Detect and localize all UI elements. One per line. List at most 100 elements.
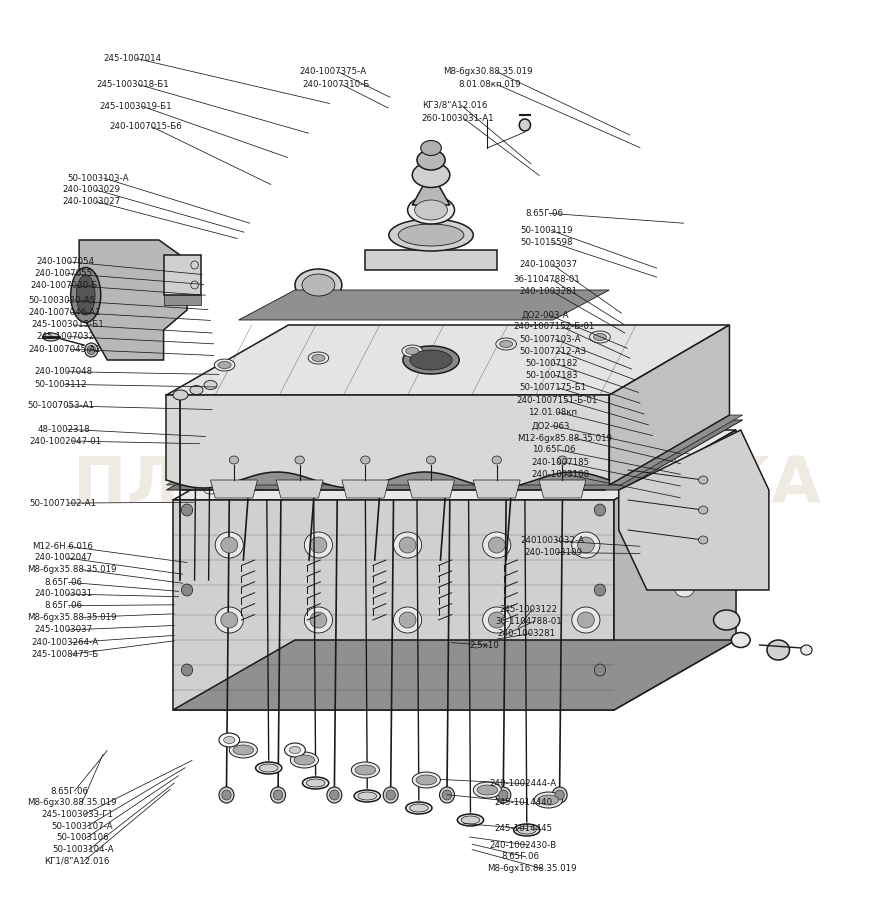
Text: 240-1007185: 240-1007185 (532, 458, 590, 467)
Text: 50-1007103-А: 50-1007103-А (519, 335, 581, 344)
Ellipse shape (215, 359, 235, 371)
Ellipse shape (429, 470, 443, 478)
Text: 8.65Г.06: 8.65Г.06 (45, 578, 82, 587)
Text: 240-1003281: 240-1003281 (497, 629, 555, 638)
Ellipse shape (442, 437, 477, 453)
Text: 240-1007310-Б: 240-1007310-Б (303, 80, 370, 89)
Ellipse shape (399, 612, 416, 628)
Ellipse shape (294, 755, 315, 765)
Ellipse shape (399, 537, 416, 553)
Text: 240-1007152-Б-01: 240-1007152-Б-01 (513, 322, 595, 331)
Ellipse shape (384, 787, 398, 803)
Ellipse shape (330, 790, 339, 800)
Ellipse shape (393, 607, 422, 633)
Polygon shape (239, 290, 610, 320)
Ellipse shape (536, 428, 571, 443)
Text: 240-1007054: 240-1007054 (36, 257, 94, 266)
Ellipse shape (310, 612, 327, 628)
Ellipse shape (295, 456, 304, 464)
Ellipse shape (801, 645, 812, 655)
Ellipse shape (190, 261, 198, 269)
Text: 240-1007375-А: 240-1007375-А (299, 68, 367, 76)
Ellipse shape (713, 610, 740, 630)
Ellipse shape (434, 434, 485, 456)
Ellipse shape (578, 537, 595, 553)
Ellipse shape (254, 457, 290, 472)
Ellipse shape (393, 532, 422, 558)
Text: 2,5x10: 2,5x10 (469, 641, 500, 650)
Ellipse shape (181, 584, 193, 596)
Text: 8.65Г.06: 8.65Г.06 (502, 852, 540, 861)
Text: 10.65Г.06: 10.65Г.06 (532, 446, 575, 454)
Ellipse shape (190, 281, 198, 289)
Text: 240-1003027: 240-1003027 (63, 197, 121, 206)
Ellipse shape (348, 447, 384, 463)
Ellipse shape (327, 787, 342, 803)
Text: 245-1003033-Г1: 245-1003033-Г1 (42, 810, 114, 819)
Ellipse shape (304, 532, 333, 558)
Text: 240-1007045-А2: 240-1007045-А2 (29, 345, 101, 354)
Text: 245-1008475-Б: 245-1008475-Б (31, 650, 99, 659)
Ellipse shape (389, 219, 473, 251)
Polygon shape (166, 420, 743, 490)
Text: ПЛАНЕТА ЖЕХНИКА: ПЛАНЕТА ЖЕХНИКА (73, 454, 821, 516)
Ellipse shape (675, 453, 694, 467)
Polygon shape (408, 480, 454, 498)
Ellipse shape (221, 537, 238, 553)
Ellipse shape (259, 764, 278, 772)
Polygon shape (610, 325, 730, 485)
Ellipse shape (572, 532, 600, 558)
Text: 50-1003112: 50-1003112 (34, 380, 87, 389)
Ellipse shape (291, 752, 318, 768)
Text: 50-1007175-Б1: 50-1007175-Б1 (519, 383, 586, 392)
Ellipse shape (492, 456, 502, 464)
Ellipse shape (410, 350, 452, 370)
Ellipse shape (698, 536, 708, 544)
Ellipse shape (485, 466, 499, 474)
Polygon shape (473, 480, 520, 498)
Ellipse shape (443, 790, 451, 800)
Text: 50-1007102-А1: 50-1007102-А1 (30, 499, 97, 508)
Ellipse shape (731, 633, 750, 647)
Text: 240-1007151-Б-01: 240-1007151-Б-01 (517, 396, 598, 405)
Text: М12-6gx85.88.35.019: М12-6gx85.88.35.019 (518, 434, 612, 443)
Text: 245-1003019-Б1: 245-1003019-Б1 (99, 102, 173, 111)
Ellipse shape (406, 347, 419, 355)
Polygon shape (166, 415, 743, 485)
Text: 50-1003106: 50-1003106 (56, 833, 109, 842)
Ellipse shape (426, 456, 435, 464)
Text: 8.65Г.06: 8.65Г.06 (45, 601, 82, 610)
Ellipse shape (594, 334, 606, 340)
Text: 240-1003037: 240-1003037 (519, 260, 578, 269)
Polygon shape (173, 640, 736, 710)
Text: 240-1003108: 240-1003108 (532, 470, 590, 479)
Ellipse shape (302, 777, 329, 789)
Text: 50-1007053-А1: 50-1007053-А1 (28, 401, 95, 410)
Ellipse shape (310, 537, 327, 553)
Ellipse shape (302, 274, 335, 296)
Text: 240-1007046-А1: 240-1007046-А1 (29, 308, 101, 317)
Polygon shape (342, 480, 389, 498)
Text: 240-1007015-Б6: 240-1007015-Б6 (110, 122, 182, 131)
Polygon shape (366, 250, 497, 270)
Ellipse shape (398, 224, 464, 246)
Polygon shape (173, 430, 736, 500)
Ellipse shape (386, 790, 395, 800)
Text: 240-1003031: 240-1003031 (34, 590, 92, 598)
Text: 8.01.08кп.019: 8.01.08кп.019 (458, 80, 520, 89)
Polygon shape (539, 480, 586, 498)
Ellipse shape (373, 474, 386, 482)
Polygon shape (164, 255, 201, 295)
Text: 36-1104788-01: 36-1104788-01 (495, 616, 562, 625)
Text: 240-1007055: 240-1007055 (34, 269, 92, 278)
Ellipse shape (355, 765, 375, 775)
Text: КГ1/8"А12.016: КГ1/8"А12.016 (45, 857, 110, 866)
Ellipse shape (417, 150, 445, 170)
Text: 245-1007032: 245-1007032 (36, 332, 94, 341)
Text: 240-1003109: 240-1003109 (524, 548, 582, 557)
Ellipse shape (402, 345, 423, 357)
Text: 245-1014445: 245-1014445 (494, 824, 552, 833)
Text: ДО2-063: ДО2-063 (532, 421, 570, 430)
Text: 260-1003031-А1: 260-1003031-А1 (422, 114, 494, 123)
Ellipse shape (514, 824, 540, 836)
